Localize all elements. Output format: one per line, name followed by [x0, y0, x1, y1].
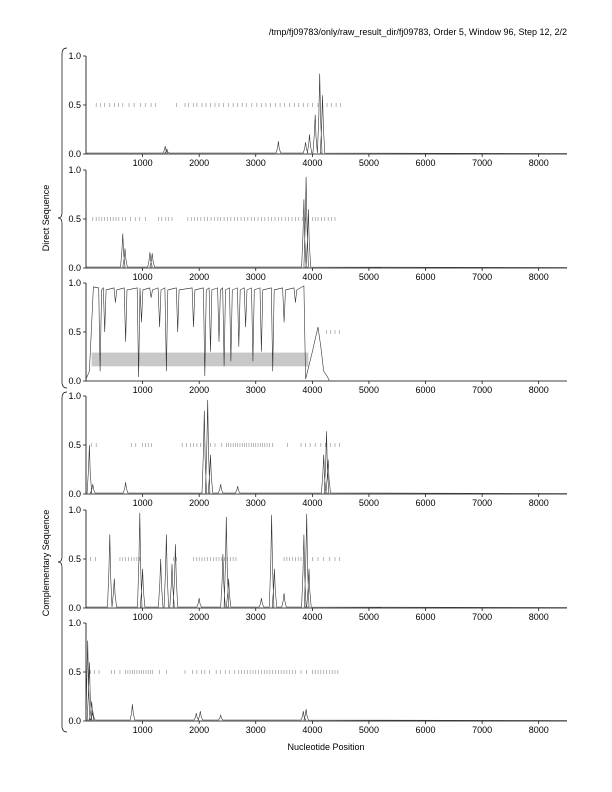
x-tick-label: 6000 — [416, 158, 436, 168]
x-tick-label: 4000 — [302, 272, 322, 282]
panel-6: 0.0 0.5 1.0 1000 2000 3000 4000 5000 6000 7000 800… — [68, 618, 568, 735]
panels-group: 0.0 0.5 1.0 1000 2000 3000 4000 5000 6000 7000 800… — [68, 51, 568, 735]
x-tick-label: 1000 — [133, 272, 153, 282]
series-line — [86, 512, 568, 608]
x-tick-label: 8000 — [529, 385, 549, 395]
complementary-sequence-label: Complementary Sequence — [41, 510, 51, 617]
panel-4: 0.0 0.5 1.0 1000 2000 3000 4000 5000 6000 7000 800… — [68, 391, 568, 508]
x-tick-label: 3000 — [246, 158, 266, 168]
y-tick-label: 0.0 — [68, 716, 81, 726]
y-tick-label: 0.0 — [68, 603, 81, 613]
y-tick-label: 1.0 — [68, 278, 81, 288]
x-tick-label: 7000 — [472, 158, 492, 168]
y-tick-label: 1.0 — [68, 505, 81, 515]
y-tick-label: 0.5 — [68, 214, 81, 224]
y-tick-label: 0.0 — [68, 376, 81, 386]
x-tick-label: 4000 — [302, 612, 322, 622]
x-tick-label: 1000 — [133, 725, 153, 735]
y-tick-label: 0.0 — [68, 149, 81, 159]
y-tick-label: 1.0 — [68, 618, 81, 628]
x-tick-label: 8000 — [529, 725, 549, 735]
y-tick-label: 1.0 — [68, 51, 81, 61]
x-tick-label: 6000 — [416, 385, 436, 395]
x-tick-label: 5000 — [359, 272, 379, 282]
y-tick-label: 0.5 — [68, 440, 81, 450]
x-tick-label: 6000 — [416, 272, 436, 282]
x-tick-label: 7000 — [472, 725, 492, 735]
y-tick-label: 0.0 — [68, 489, 81, 499]
x-tick-label: 4000 — [302, 725, 322, 735]
y-tick-label: 0.5 — [68, 327, 81, 337]
direct-sequence-brace — [57, 47, 68, 389]
x-tick-label: 2000 — [189, 725, 209, 735]
x-tick-label: 1000 — [133, 385, 153, 395]
x-tick-label: 8000 — [529, 158, 549, 168]
y-tick-label: 0.5 — [68, 554, 81, 564]
series-line — [86, 176, 568, 268]
x-tick-label: 5000 — [359, 498, 379, 508]
x-tick-label: 5000 — [359, 158, 379, 168]
x-tick-label: 3000 — [246, 272, 266, 282]
x-tick-label: 3000 — [246, 498, 266, 508]
x-tick-label: 7000 — [472, 612, 492, 622]
x-tick-label: 5000 — [359, 612, 379, 622]
x-tick-label: 1000 — [133, 158, 153, 168]
series-line — [86, 399, 568, 494]
direct-sequence-label: Direct Sequence — [41, 185, 51, 252]
y-tick-label: 1.0 — [68, 391, 81, 401]
x-tick-label: 6000 — [416, 725, 436, 735]
x-tick-label: 3000 — [246, 725, 266, 735]
panel-3: 0.0 0.5 1.0 1000 2000 3000 4000 5000 6000 7000 800… — [68, 278, 567, 395]
x-tick-label: 2000 — [189, 385, 209, 395]
x-tick-label: 2000 — [189, 158, 209, 168]
y-tick-label: 1.0 — [68, 165, 81, 175]
x-tick-label: 2000 — [189, 612, 209, 622]
y-tick-label: 0.5 — [68, 100, 81, 110]
x-tick-label: 8000 — [529, 612, 549, 622]
series-line — [85, 640, 568, 721]
y-tick-label: 0.5 — [68, 667, 81, 677]
x-tick-label: 2000 — [189, 272, 209, 282]
complementary-sequence-brace — [57, 391, 68, 733]
y-tick-label: 0.0 — [68, 263, 81, 273]
x-tick-label: 3000 — [246, 612, 266, 622]
header-path: /tmp/fj09783/only/raw_result_dir/fj09783… — [269, 27, 567, 37]
x-tick-label: 6000 — [416, 612, 436, 622]
series-line — [86, 73, 568, 154]
x-tick-label: 7000 — [472, 272, 492, 282]
x-tick-label: 8000 — [529, 272, 549, 282]
x-tick-label: 7000 — [472, 385, 492, 395]
x-tick-label: 4000 — [302, 385, 322, 395]
x-tick-label: 8000 — [529, 498, 549, 508]
x-tick-label: 2000 — [189, 498, 209, 508]
panel-1: 0.0 0.5 1.0 1000 2000 3000 4000 5000 6000 7000 800… — [68, 51, 568, 168]
group-braces — [57, 47, 68, 733]
x-tick-label: 1000 — [133, 498, 153, 508]
x-tick-label: 4000 — [302, 158, 322, 168]
x-tick-label: 6000 — [416, 498, 436, 508]
threshold-band — [91, 352, 309, 367]
x-tick-label: 3000 — [246, 385, 266, 395]
x-axis-label: Nucleotide Position — [287, 742, 364, 752]
x-tick-label: 4000 — [302, 498, 322, 508]
x-tick-label: 5000 — [359, 725, 379, 735]
series-line — [85, 285, 330, 381]
panel-2: 0.0 0.5 1.0 1000 2000 3000 4000 5000 6000 7000 800… — [68, 165, 568, 282]
x-tick-label: 1000 — [133, 612, 153, 622]
panel-5: 0.0 0.5 1.0 1000 2000 3000 4000 5000 6000 7000 800… — [68, 505, 568, 622]
x-tick-label: 5000 — [359, 385, 379, 395]
x-tick-label: 7000 — [472, 498, 492, 508]
